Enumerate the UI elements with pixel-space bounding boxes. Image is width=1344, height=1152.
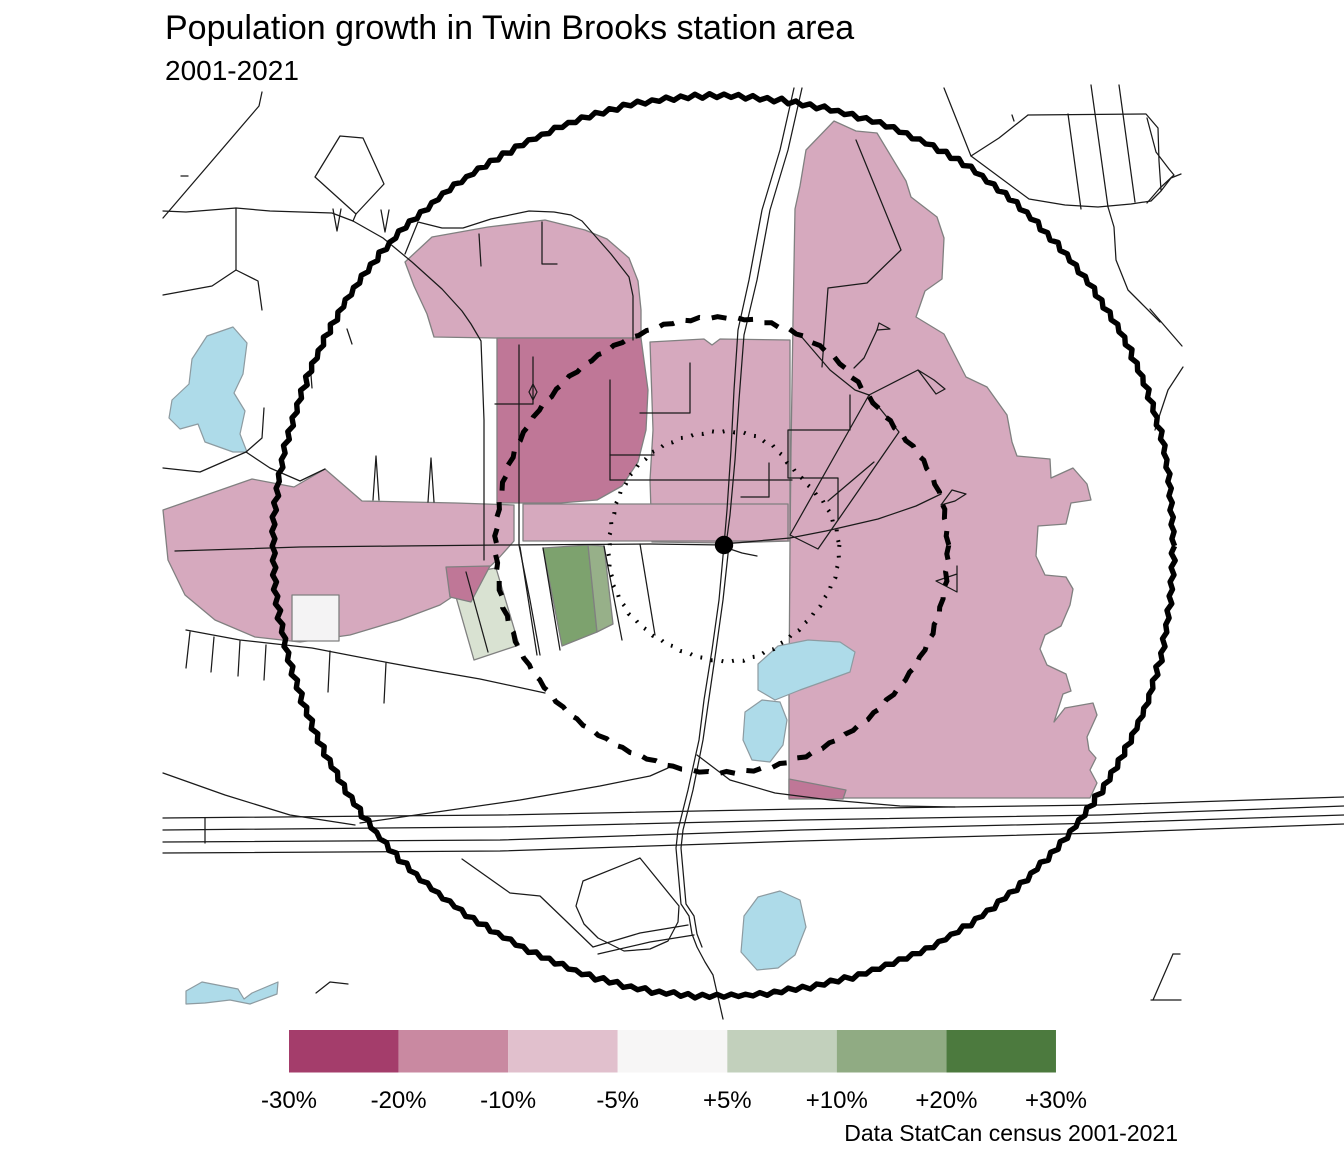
- svg-text:-30%: -30%: [261, 1087, 317, 1114]
- svg-text:-20%: -20%: [371, 1087, 427, 1114]
- svg-text:Data StatCan census 2001-2021: Data StatCan census 2001-2021: [844, 1120, 1178, 1146]
- svg-text:-10%: -10%: [480, 1087, 536, 1114]
- svg-text:-5%: -5%: [596, 1087, 639, 1114]
- svg-text:Population growth in Twin Broo: Population growth in Twin Brooks station…: [165, 9, 854, 47]
- svg-text:+20%: +20%: [915, 1087, 977, 1114]
- svg-text:2001-2021: 2001-2021: [165, 55, 299, 86]
- svg-text:+5%: +5%: [703, 1087, 752, 1114]
- svg-text:+30%: +30%: [1025, 1087, 1087, 1114]
- svg-text:+10%: +10%: [806, 1087, 868, 1114]
